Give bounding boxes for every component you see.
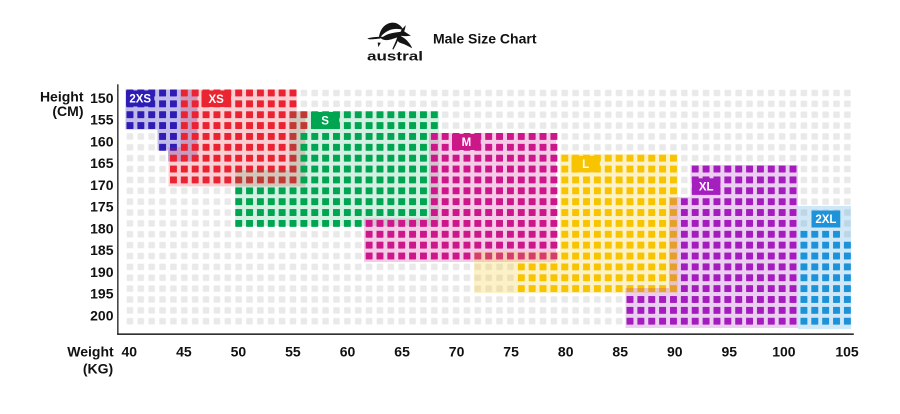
svg-text:160: 160 xyxy=(90,134,114,150)
svg-text:105: 105 xyxy=(835,344,859,360)
svg-text:55: 55 xyxy=(285,344,301,360)
svg-text:95: 95 xyxy=(722,344,738,360)
svg-text:60: 60 xyxy=(340,344,356,360)
svg-text:190: 190 xyxy=(90,264,114,280)
svg-text:(KG): (KG) xyxy=(83,361,113,377)
svg-text:austral: austral xyxy=(367,48,423,63)
svg-text:175: 175 xyxy=(90,199,114,215)
svg-text:45: 45 xyxy=(176,344,192,360)
svg-text:2XS: 2XS xyxy=(129,94,151,106)
svg-text:70: 70 xyxy=(449,344,465,360)
svg-text:165: 165 xyxy=(90,155,114,171)
svg-text:M: M xyxy=(462,137,472,149)
svg-text:90: 90 xyxy=(667,344,683,360)
svg-text:Height: Height xyxy=(40,89,84,105)
svg-text:80: 80 xyxy=(558,344,574,360)
svg-text:65: 65 xyxy=(394,344,410,360)
svg-text:(CM): (CM) xyxy=(52,103,83,119)
svg-text:L: L xyxy=(582,159,589,171)
svg-text:100: 100 xyxy=(772,344,796,360)
svg-text:S: S xyxy=(321,116,329,128)
svg-text:150: 150 xyxy=(90,90,114,106)
svg-text:50: 50 xyxy=(231,344,247,360)
svg-text:180: 180 xyxy=(90,220,114,236)
svg-text:40: 40 xyxy=(122,344,138,360)
svg-text:185: 185 xyxy=(90,242,114,258)
svg-text:Male Size Chart: Male Size Chart xyxy=(433,31,537,47)
svg-text:75: 75 xyxy=(503,344,519,360)
svg-text:XS: XS xyxy=(209,94,225,106)
svg-text:200: 200 xyxy=(90,307,114,323)
svg-text:195: 195 xyxy=(90,286,114,302)
svg-text:85: 85 xyxy=(612,344,628,360)
svg-text:170: 170 xyxy=(90,177,114,193)
svg-text:2XL: 2XL xyxy=(815,214,836,226)
svg-text:XL: XL xyxy=(699,182,714,194)
svg-text:Weight: Weight xyxy=(67,344,114,360)
svg-text:155: 155 xyxy=(90,112,114,128)
